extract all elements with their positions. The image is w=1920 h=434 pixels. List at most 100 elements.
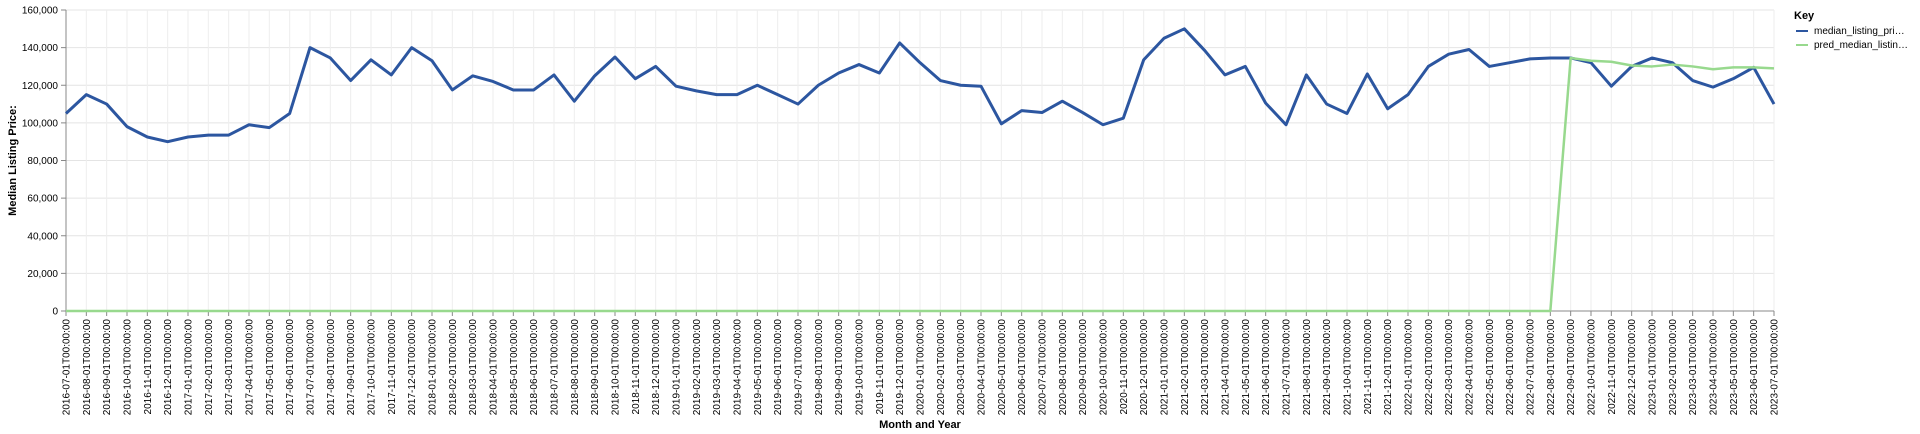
- x-tick-label: 2021-01-01T00:00:00: [1160, 319, 1171, 416]
- x-tick-label: 2018-02-01T00:00:00: [448, 319, 459, 416]
- x-tick-label: 2021-07-01T00:00:00: [1282, 319, 1293, 416]
- x-tick-label: 2017-11-01T00:00:00: [387, 319, 398, 415]
- y-tick-label: 160,000: [22, 6, 59, 17]
- x-tick-label: 2018-06-01T00:00:00: [529, 319, 540, 416]
- y-tick-label: 20,000: [27, 269, 58, 280]
- x-tick-label: 2019-04-01T00:00:00: [733, 319, 744, 416]
- x-tick-label: 2016-08-01T00:00:00: [82, 319, 93, 416]
- x-tick-label: 2018-05-01T00:00:00: [509, 319, 520, 416]
- x-tick-label: 2020-03-01T00:00:00: [956, 319, 967, 416]
- x-tick-label: 2019-07-01T00:00:00: [794, 319, 805, 416]
- x-tick-label: 2020-12-01T00:00:00: [1139, 319, 1150, 416]
- y-tick-label: 80,000: [27, 156, 58, 167]
- series-lines: [64, 27, 1776, 313]
- x-tick-label: 2020-01-01T00:00:00: [916, 319, 927, 416]
- x-tick-label: 2022-03-01T00:00:00: [1444, 319, 1455, 416]
- x-tick-label: 2017-06-01T00:00:00: [285, 319, 296, 416]
- x-tick-label: 2022-12-01T00:00:00: [1627, 319, 1638, 416]
- x-tick-label: 2017-09-01T00:00:00: [346, 319, 357, 416]
- series-line-2: [66, 56, 1775, 313]
- legend-title: Key: [1794, 10, 1815, 22]
- x-tick-label: 2018-08-01T00:00:00: [570, 319, 581, 416]
- x-tick-label: 2016-09-01T00:00:00: [102, 319, 113, 416]
- x-tick-label: 2018-10-01T00:00:00: [611, 319, 622, 416]
- y-axis: 0 20,000 40,000 60,000 80,000 100,000 120,000 1…: [22, 6, 67, 318]
- x-tick-label: 2017-03-01T00:00:00: [224, 319, 235, 416]
- x-tick-label: 2021-08-01T00:00:00: [1302, 319, 1313, 416]
- x-tick-label: 2017-02-01T00:00:00: [204, 319, 215, 416]
- x-tick-label: 2018-04-01T00:00:00: [489, 319, 500, 416]
- legend-label: median_listing_pri…: [1814, 26, 1905, 37]
- y-axis-title: Median Listing Price:: [7, 105, 19, 216]
- x-tick-label: 2022-01-01T00:00:00: [1404, 319, 1415, 416]
- x-tick-label: 2022-08-01T00:00:00: [1546, 319, 1557, 416]
- x-tick-label: 2022-09-01T00:00:00: [1566, 319, 1577, 416]
- x-tick-label: 2021-04-01T00:00:00: [1221, 319, 1232, 416]
- x-tick-label: 2018-12-01T00:00:00: [651, 319, 662, 416]
- x-tick-label: 2022-07-01T00:00:00: [1526, 319, 1537, 416]
- series-line-1: [64, 27, 1776, 144]
- x-tick-label: 2023-05-01T00:00:00: [1729, 319, 1740, 416]
- x-tick-label: 2016-11-01T00:00:00: [143, 319, 154, 415]
- x-tick-label: 2020-02-01T00:00:00: [936, 319, 947, 416]
- x-axis: 2016-07-01T00:00:00 2016-08-01T00:00:00 20…: [62, 310, 1781, 416]
- x-tick-label: 2020-04-01T00:00:00: [977, 319, 988, 416]
- x-tick-label: 2019-10-01T00:00:00: [855, 319, 866, 416]
- x-tick-label: 2020-08-01T00:00:00: [1058, 319, 1069, 416]
- x-tick-label: 2018-11-01T00:00:00: [631, 319, 642, 415]
- x-tick-label: 2018-01-01T00:00:00: [428, 319, 439, 416]
- x-tick-label: 2021-05-01T00:00:00: [1241, 319, 1252, 416]
- x-tick-label: 2021-02-01T00:00:00: [1180, 319, 1191, 416]
- x-tick-label: 2019-05-01T00:00:00: [753, 319, 764, 416]
- x-tick-label: 2019-03-01T00:00:00: [712, 319, 723, 416]
- x-tick-label: 2019-02-01T00:00:00: [692, 319, 703, 416]
- x-tick-label: 2023-04-01T00:00:00: [1709, 319, 1720, 416]
- x-tick-label: 2017-08-01T00:00:00: [326, 319, 337, 416]
- x-tick-label: 2019-09-01T00:00:00: [834, 319, 845, 416]
- x-tick-label: 2021-10-01T00:00:00: [1343, 319, 1354, 416]
- x-tick-label: 2022-06-01T00:00:00: [1505, 319, 1516, 416]
- x-tick-label: 2020-06-01T00:00:00: [1017, 319, 1028, 416]
- y-tick-label: 120,000: [22, 81, 59, 92]
- x-tick-label: 2021-11-01T00:00:00: [1363, 319, 1374, 415]
- x-tick-label: 2023-03-01T00:00:00: [1688, 319, 1699, 416]
- x-tick-label: 2021-09-01T00:00:00: [1322, 319, 1333, 416]
- legend-label: pred_median_listin…: [1814, 40, 1908, 51]
- x-tick-label: 2016-07-01T00:00:00: [62, 319, 73, 416]
- y-tick-label: 100,000: [22, 118, 59, 129]
- x-tick-label: 2019-11-01T00:00:00: [875, 319, 886, 415]
- x-tick-label: 2022-11-01T00:00:00: [1607, 319, 1618, 415]
- legend: Key median_listing_pri… pred_median_listi…: [1794, 10, 1908, 51]
- x-tick-label: 2022-04-01T00:00:00: [1465, 319, 1476, 416]
- x-tick-label: 2023-02-01T00:00:00: [1668, 319, 1679, 416]
- x-tick-label: 2017-04-01T00:00:00: [245, 319, 256, 416]
- x-tick-label: 2016-10-01T00:00:00: [123, 319, 134, 416]
- x-tick-label: 2020-07-01T00:00:00: [1038, 319, 1049, 416]
- x-tick-label: 2023-01-01T00:00:00: [1648, 319, 1659, 416]
- x-tick-label: 2023-06-01T00:00:00: [1749, 319, 1760, 416]
- x-tick-label: 2022-10-01T00:00:00: [1587, 319, 1598, 416]
- x-tick-label: 2018-03-01T00:00:00: [468, 319, 479, 416]
- x-tick-label: 2020-11-01T00:00:00: [1119, 319, 1130, 415]
- x-axis-title: Month and Year: [879, 419, 961, 431]
- y-tick-label: 140,000: [22, 43, 59, 54]
- x-tick-label: 2016-12-01T00:00:00: [163, 319, 174, 416]
- y-tick-label: 40,000: [27, 231, 58, 242]
- x-tick-label: 2022-02-01T00:00:00: [1424, 319, 1435, 416]
- x-tick-label: 2017-07-01T00:00:00: [306, 319, 317, 416]
- x-tick-label: 2020-09-01T00:00:00: [1078, 319, 1089, 416]
- x-tick-label: 2018-07-01T00:00:00: [550, 319, 561, 416]
- x-tick-label: 2017-12-01T00:00:00: [407, 319, 418, 416]
- x-tick-label: 2019-06-01T00:00:00: [773, 319, 784, 416]
- x-tick-label: 2018-09-01T00:00:00: [590, 319, 601, 416]
- x-tick-label: 2017-10-01T00:00:00: [367, 319, 378, 416]
- y-tick-label: 60,000: [27, 194, 58, 205]
- x-tick-label: 2020-10-01T00:00:00: [1099, 319, 1110, 416]
- x-tick-label: 2019-12-01T00:00:00: [895, 319, 906, 416]
- y-tick-label: 0: [52, 307, 58, 318]
- x-tick-label: 2021-06-01T00:00:00: [1261, 319, 1272, 416]
- x-tick-label: 2017-05-01T00:00:00: [265, 319, 276, 416]
- x-tick-label: 2021-03-01T00:00:00: [1200, 319, 1211, 416]
- x-tick-label: 2023-07-01T00:00:00: [1770, 319, 1781, 416]
